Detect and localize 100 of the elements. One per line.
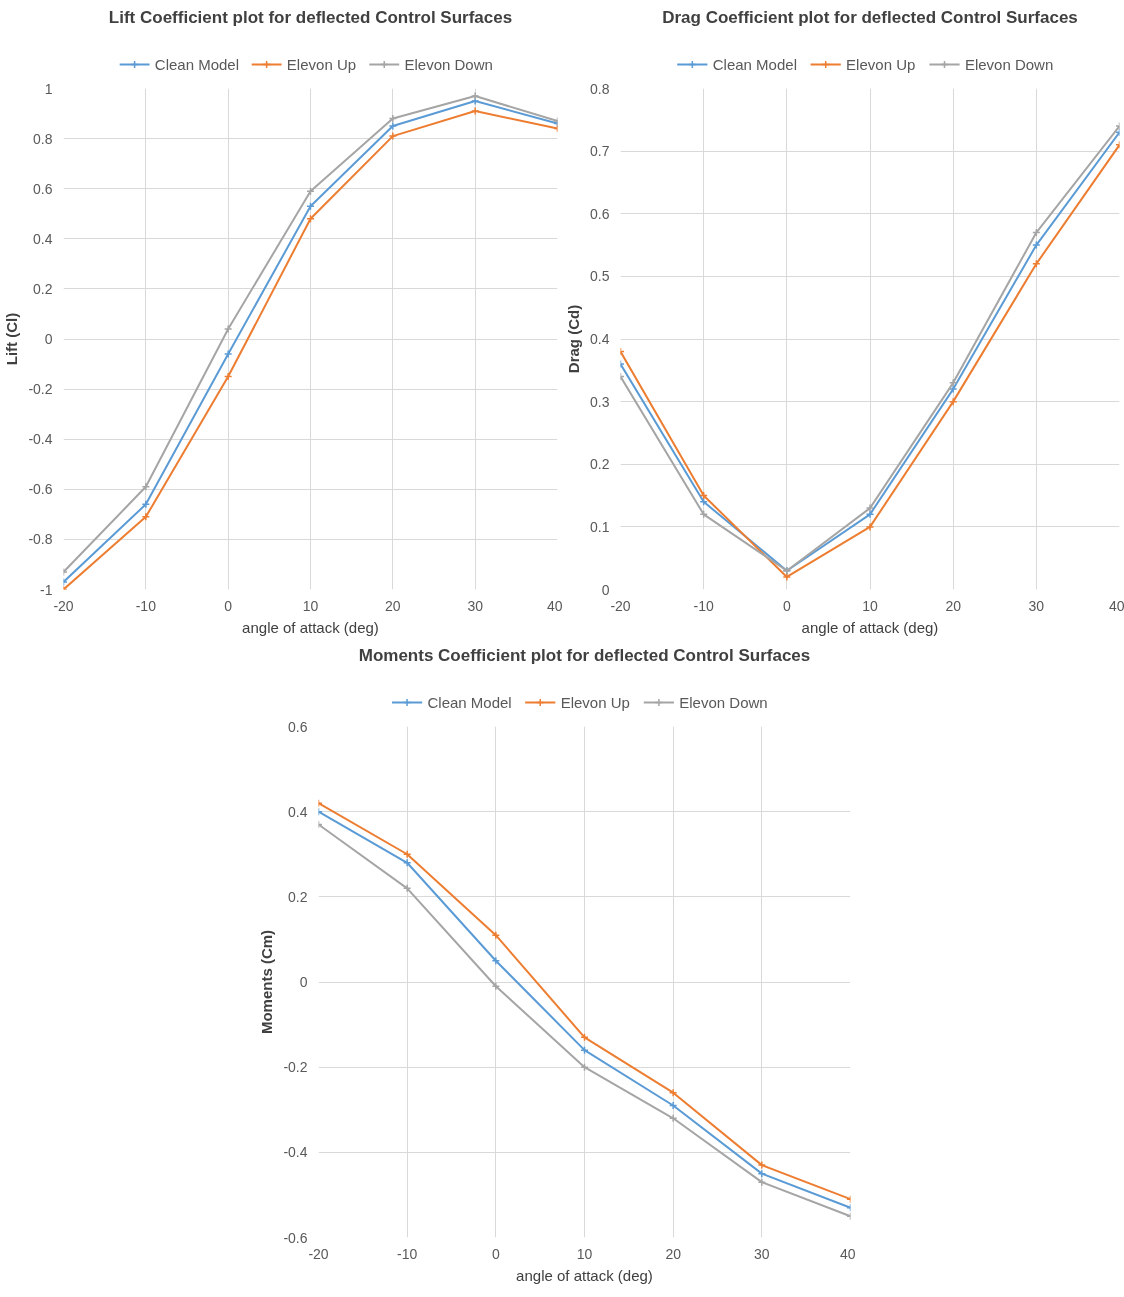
- x-tick-label: 0: [491, 1245, 500, 1262]
- y-tick-label: 1: [44, 80, 53, 97]
- legend-label: Clean Model: [427, 693, 512, 711]
- y-tick-label: 0.2: [590, 456, 610, 473]
- x-tick-label: 20: [385, 597, 401, 614]
- point: [757, 1160, 767, 1170]
- point: [580, 1045, 589, 1055]
- y-tick-label: 0.8: [33, 130, 53, 147]
- point: [388, 131, 398, 141]
- x-tick-label: 30: [1028, 597, 1045, 614]
- point: [865, 503, 875, 513]
- x-tick-label: -20: [308, 1245, 329, 1262]
- point: [668, 1101, 678, 1110]
- point: [306, 201, 315, 211]
- point: [757, 1169, 767, 1178]
- y-tick-label: -0.4: [283, 1144, 308, 1161]
- point: [668, 1114, 678, 1123]
- point: [580, 1062, 589, 1072]
- x-tick-label: 40: [839, 1245, 856, 1262]
- point: [402, 884, 412, 893]
- point: [1032, 240, 1041, 250]
- x-tick-label: -10: [693, 597, 714, 614]
- y-tick-label: 0.2: [33, 280, 53, 297]
- x-tick-label: -20: [610, 597, 631, 614]
- y-axis-title: Lift (Cl): [3, 312, 21, 366]
- x-tick-label: 30: [467, 597, 484, 614]
- y-axis-title: Drag (Cd): [565, 304, 583, 374]
- y-tick-label: 0.4: [33, 230, 53, 247]
- y-tick-label: 0: [601, 581, 610, 598]
- y-tick-label: -0.8: [28, 531, 53, 548]
- y-tick-label: 0.6: [33, 180, 53, 197]
- x-tick-label: 40: [1108, 597, 1124, 614]
- legend-label: Elevon Up: [286, 55, 357, 73]
- legend-label: Clean Model: [712, 55, 797, 73]
- point: [1032, 259, 1041, 269]
- point: [470, 106, 480, 116]
- x-tick-label: 0: [782, 597, 791, 614]
- point: [491, 982, 501, 991]
- y-tick-label: 0: [44, 331, 53, 347]
- x-tick-label: -10: [397, 1245, 418, 1262]
- y-tick-label: -1: [40, 581, 53, 598]
- point: [402, 858, 412, 868]
- point: [865, 522, 875, 532]
- y-tick-label: 0.6: [590, 205, 610, 222]
- x-tick-label: 30: [754, 1245, 770, 1262]
- y-tick-label: 0.5: [590, 268, 610, 285]
- point: [948, 378, 958, 388]
- chart-title: Drag Coefficient plot for deflected Control Surfaces: [662, 7, 1078, 27]
- x-axis-title: angle of attack (deg): [516, 1266, 653, 1284]
- y-tick-label: -0.6: [283, 1229, 308, 1246]
- point: [388, 121, 398, 131]
- y-tick-label: 0.3: [590, 393, 610, 410]
- chart-title: Lift Coefficient plot for deflected Control Surfaces: [108, 7, 513, 27]
- point: [306, 214, 315, 224]
- y-tick-label: -0.4: [28, 431, 53, 448]
- point: [668, 1088, 678, 1097]
- legend-label: Elevon Down: [679, 693, 768, 711]
- point: [223, 349, 233, 359]
- x-tick-label: 10: [302, 597, 319, 614]
- point: [306, 186, 315, 196]
- legend-label: Elevon Up: [560, 693, 630, 711]
- y-tick-label: 0.8: [590, 80, 610, 97]
- point: [402, 850, 412, 859]
- x-axis-title: angle of attack (deg): [242, 618, 379, 636]
- point: [948, 397, 958, 406]
- x-axis-title: angle of attack (deg): [801, 618, 939, 636]
- point: [223, 324, 233, 334]
- legend-label: Clean Model: [154, 55, 240, 73]
- legend-label: Elevon Down: [964, 55, 1054, 73]
- y-tick-label: 0.2: [288, 888, 308, 905]
- y-axis-title: Moments (Cm): [258, 929, 276, 1035]
- y-tick-label: -0.2: [28, 381, 53, 398]
- x-tick-label: 10: [576, 1245, 593, 1262]
- point: [141, 512, 151, 522]
- y-tick-label: 0.7: [590, 143, 610, 160]
- point: [491, 956, 501, 965]
- y-tick-label: -0.6: [28, 481, 53, 498]
- y-tick-label: 0.1: [590, 518, 610, 535]
- point: [491, 930, 501, 940]
- point: [757, 1177, 767, 1187]
- point: [141, 500, 151, 509]
- x-tick-label: -10: [135, 597, 157, 614]
- legend-label: Elevon Up: [846, 55, 916, 73]
- point: [470, 91, 480, 101]
- y-tick-label: 0.4: [590, 331, 610, 347]
- legend-label: Elevon Down: [404, 55, 493, 73]
- x-tick-label: -20: [53, 597, 74, 614]
- y-tick-label: 0.4: [288, 803, 308, 820]
- x-tick-label: 0: [224, 597, 233, 614]
- chart-title: Moments Coefficient plot for deflected Control Surfaces: [358, 645, 811, 665]
- x-tick-label: 10: [862, 597, 878, 614]
- x-tick-label: 20: [945, 597, 962, 614]
- point: [141, 482, 151, 492]
- y-tick-label: -0.2: [283, 1059, 308, 1076]
- y-tick-label: 0.6: [288, 718, 308, 735]
- point: [223, 372, 233, 381]
- x-tick-label: 20: [665, 1245, 682, 1262]
- y-tick-label: 0: [299, 974, 308, 990]
- x-tick-label: 40: [546, 597, 563, 614]
- point: [388, 114, 398, 123]
